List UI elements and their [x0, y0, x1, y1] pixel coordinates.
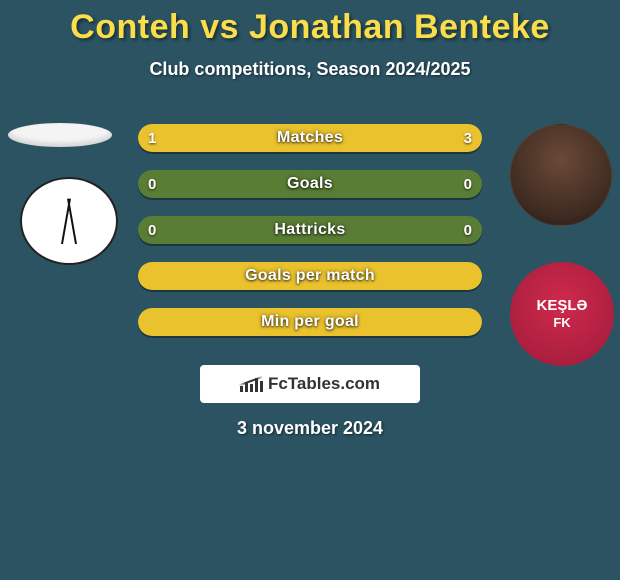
metric-row: Matches1 3: [138, 124, 482, 152]
club-logo-right: KEŞLƏ FK: [510, 262, 614, 366]
comparison-bars: Matches13Goals00Hattricks00Goals per mat…: [138, 124, 482, 354]
metric-value-left: 0: [148, 216, 156, 244]
metric-label: Matches: [138, 124, 482, 152]
metric-row: Goals0 0: [138, 170, 482, 198]
source-badge: FcTables.com: [200, 365, 420, 403]
source-label: FcTables.com: [268, 374, 380, 394]
metric-label: Hattricks: [138, 216, 482, 244]
metric-value-left: 1: [148, 124, 156, 152]
metric-label: Goals per match: [138, 262, 482, 290]
metric-value-left: 0: [148, 170, 156, 198]
metric-label: Goals: [138, 170, 482, 198]
chart-icon: [240, 376, 262, 392]
player-left-avatar: [8, 123, 112, 147]
metric-row: Hattricks0 0: [138, 216, 482, 244]
oil-derrick-icon: [59, 198, 79, 244]
date-label: 3 november 2024: [0, 418, 620, 439]
metric-value-right: 3: [464, 124, 472, 152]
club-logo-left: [20, 177, 118, 265]
club-right-name-bottom: FK: [553, 315, 570, 330]
player-right-avatar: [510, 124, 612, 226]
metric-value-right: 0: [464, 170, 472, 198]
page-subtitle: Club competitions, Season 2024/2025: [0, 59, 620, 80]
metric-row: Min per goal: [138, 308, 482, 336]
metric-label: Min per goal: [138, 308, 482, 336]
metric-row: Goals per match: [138, 262, 482, 290]
metric-value-right: 0: [464, 216, 472, 244]
page-title: Conteh vs Jonathan Benteke: [0, 0, 620, 47]
club-right-name-top: KEŞLƏ: [537, 298, 588, 313]
